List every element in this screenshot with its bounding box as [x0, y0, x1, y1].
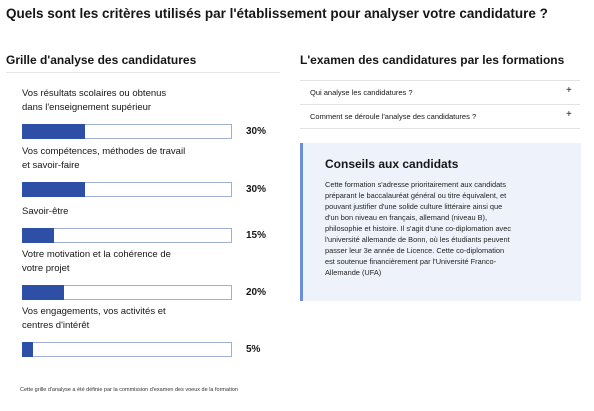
accordion-toggle[interactable]: + [566, 85, 572, 96]
accordion-item[interactable] [300, 104, 580, 129]
criterion-label: et savoir-faire [22, 160, 80, 171]
conseils-box: Conseils aux candidats Cette formation s… [300, 143, 581, 301]
accordion-item[interactable] [300, 80, 580, 105]
value-label: 20% [246, 287, 267, 298]
conseils-title: Conseils aux candidats [325, 157, 459, 171]
divider [300, 128, 580, 129]
footnote: Cette grille d'analyse a été définie par… [20, 387, 238, 393]
criterion-label: votre projet [22, 263, 70, 274]
conseils-line: d'un bon niveau en français, allemand (n… [325, 213, 488, 222]
conseils-line: Cette formation s'adresse prioritairemen… [325, 180, 506, 189]
accordion-label[interactable]: Comment se déroule l'analyse des candida… [310, 112, 477, 121]
criterion-label: Vos résultats scolaires ou obtenus [22, 88, 167, 99]
accordion-toggle[interactable]: + [566, 109, 572, 120]
criterion-label: Savoir-être [22, 206, 69, 217]
bar [22, 342, 33, 357]
value-label: 30% [246, 126, 267, 137]
bar [22, 124, 85, 139]
accordion-label[interactable]: Qui analyse les candidatures ? [310, 88, 413, 97]
value-label: 15% [246, 230, 267, 241]
section-title: L'examen des candidatures par les format… [300, 53, 565, 67]
grille-panel [6, 72, 280, 381]
conseils-line: philosophie et histoire. Il s'agit d'une… [325, 224, 512, 233]
bar [22, 285, 64, 300]
criterion-label: Vos engagements, vos activités et [22, 306, 166, 317]
value-label: 30% [246, 184, 267, 195]
conseils-line: préparant le baccalauréat général ou tit… [325, 191, 507, 200]
bar-track [22, 228, 232, 243]
criterion-label: Votre motivation et la cohérence de [22, 249, 171, 260]
criterion-label: centres d'intérêt [22, 320, 90, 331]
conseils-line: pouvant justifier d'une solide culture l… [325, 202, 503, 211]
conseils-line: l'université allemande de Bonn, où les é… [325, 235, 510, 244]
criterion-label: dans l'enseignement supérieur [22, 102, 152, 113]
bar [22, 228, 54, 243]
criterion-label: Vos compétences, méthodes de travail [22, 146, 186, 157]
section-title: Grille d'analyse des candidatures [6, 53, 197, 67]
conseils-line: Allemande (UFA) [325, 268, 382, 277]
conseils-line: passer leur 3e année de Licence. Cette c… [325, 246, 505, 255]
bar [22, 182, 85, 197]
bar-track [22, 342, 232, 357]
value-label: 5% [246, 344, 261, 355]
conseils-line: est soutenue financièrement par l'Univer… [325, 257, 497, 266]
page-title: Quels sont les critères utilisés par l'é… [6, 6, 548, 21]
